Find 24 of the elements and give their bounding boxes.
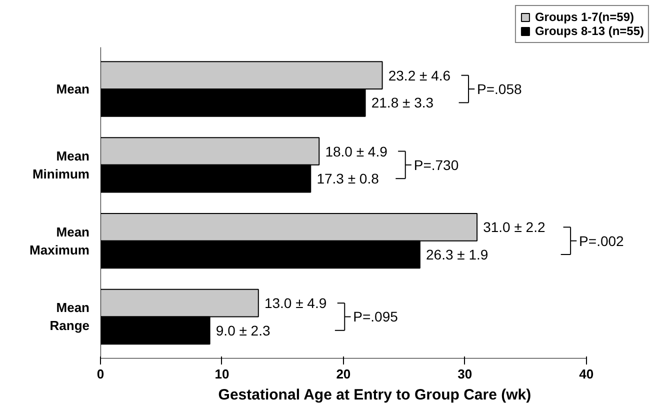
y-tick-label: Mean — [56, 82, 90, 97]
x-tick-label: 10 — [214, 366, 230, 382]
data-label: 18.0 ± 4.9 — [325, 143, 388, 160]
data-label: 9.0 ± 2.3 — [216, 322, 270, 338]
x-tick-label: 30 — [458, 366, 472, 382]
legend-label: Groups 1-7(n=59) — [534, 10, 634, 24]
y-tick-label: Mean Maximum — [30, 224, 90, 258]
y-tick-label: Mean Range — [50, 300, 90, 334]
data-label: 21.8 ± 3.3 — [371, 94, 434, 111]
legend-label: Groups 8-13 (n=55) — [534, 24, 644, 38]
data-label: 23.2 ± 4.6 — [388, 67, 451, 84]
x-tick-label: 40 — [579, 366, 594, 382]
x-tick-label: 0 — [96, 366, 104, 382]
data-label: 17.3 ± 0.8 — [316, 170, 380, 187]
annotation: P=.095 — [353, 308, 398, 325]
x-tick-label: 20 — [336, 366, 351, 382]
data-label: 31.0 ± 2.2 — [483, 219, 546, 236]
annotation: P=.730 — [414, 156, 459, 173]
x-axis-title: Gestational Age at Entry to Group Care (wk) — [218, 386, 532, 404]
data-label: 26.3 ± 1.9 — [426, 246, 488, 262]
data-label: 13.0 ± 4.9 — [264, 295, 327, 312]
y-tick-label: Mean Minimum — [32, 148, 90, 182]
annotation: P=.002 — [579, 232, 624, 249]
annotation: P=.058 — [477, 81, 522, 98]
